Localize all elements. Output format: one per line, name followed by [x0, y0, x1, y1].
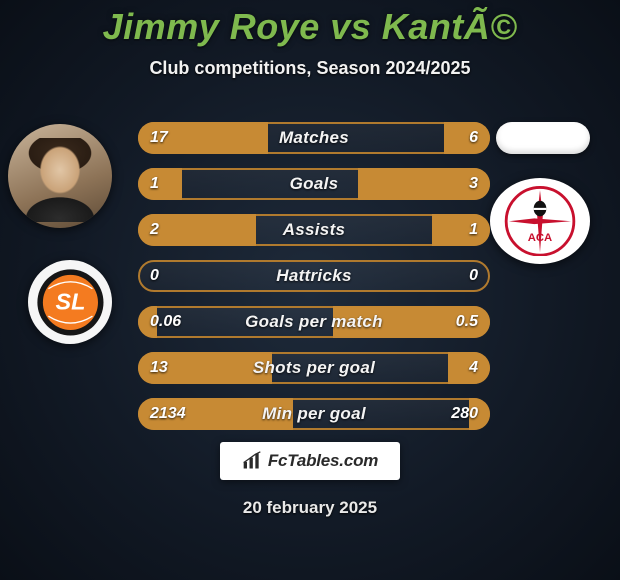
page-subtitle: Club competitions, Season 2024/2025 — [0, 58, 620, 79]
svg-text:ACA: ACA — [528, 232, 552, 244]
stat-label: Min per goal — [138, 398, 490, 430]
stat-row: 00Hattricks — [138, 260, 490, 292]
stat-label: Matches — [138, 122, 490, 154]
club-left-badge: SL — [28, 260, 112, 344]
stat-row: 21Assists — [138, 214, 490, 246]
page-title: Jimmy Roye vs KantÃ© — [0, 0, 620, 48]
stat-label: Hattricks — [138, 260, 490, 292]
watermark-text: FcTables.com — [268, 451, 378, 471]
club-right-pill — [496, 122, 590, 154]
watermark[interactable]: FcTables.com — [220, 442, 400, 480]
stat-label: Goals — [138, 168, 490, 200]
stat-label: Goals per match — [138, 306, 490, 338]
stat-row: 176Matches — [138, 122, 490, 154]
svg-text:SL: SL — [55, 288, 85, 314]
stats-list: 176Matches 13Goals 21Assists 00Hattricks 0.0… — [138, 122, 490, 444]
content: Jimmy Roye vs KantÃ© Club competitions, … — [0, 0, 620, 580]
club-right-badge-icon: ACA — [499, 186, 581, 257]
stat-label: Assists — [138, 214, 490, 246]
club-right-badge: ACA — [490, 178, 590, 264]
player-left-avatar — [8, 124, 112, 228]
stat-row: 0.060.5Goals per match — [138, 306, 490, 338]
date-text: 20 february 2025 — [0, 498, 620, 518]
stat-row: 2134280Min per goal — [138, 398, 490, 430]
stat-label: Shots per goal — [138, 352, 490, 384]
stat-row: 134Shots per goal — [138, 352, 490, 384]
club-left-badge-icon: SL — [36, 268, 105, 337]
stat-row: 13Goals — [138, 168, 490, 200]
bars-icon — [242, 451, 262, 471]
